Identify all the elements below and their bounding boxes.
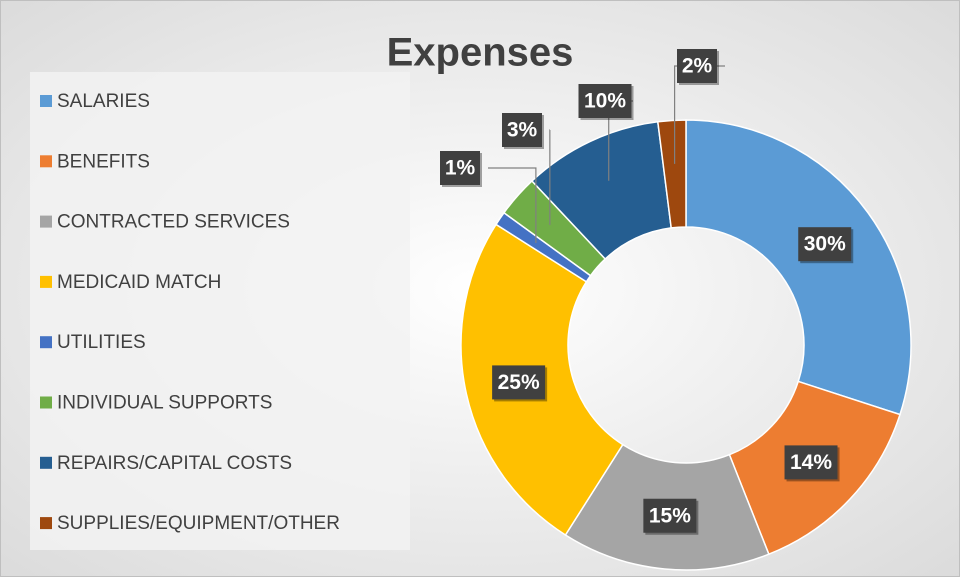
data-label: 14% (790, 451, 832, 474)
label-box (784, 445, 838, 480)
legend-swatch (40, 155, 52, 168)
legend-label: SALARIES (57, 91, 150, 112)
legend-swatch (40, 517, 52, 530)
legend-swatch (40, 336, 52, 349)
label-box (643, 498, 697, 533)
data-label: 30% (804, 233, 846, 256)
label-box (798, 227, 852, 262)
legend-label: CONTRACTED SERVICES (57, 212, 290, 233)
chart-title: Expenses (387, 31, 574, 75)
data-label: 2% (682, 55, 713, 78)
legend-label: UTILITIES (57, 332, 146, 353)
donut-slice (656, 119, 687, 229)
legend-swatch (40, 456, 52, 469)
legend-box (30, 72, 410, 550)
data-label: 3% (507, 119, 538, 142)
legend-swatch (40, 215, 52, 228)
data-label: 15% (649, 504, 691, 527)
label-box (492, 365, 546, 400)
donut-slice (685, 119, 912, 416)
label-box (578, 84, 632, 118)
legend-label: REPAIRS/CAPITAL COSTS (57, 453, 292, 474)
data-label: 1% (445, 157, 476, 180)
legend-swatch (40, 275, 52, 288)
legend-label: SUPPLIES/EQUIPMENT/OTHER (57, 513, 340, 534)
data-label: 10% (584, 90, 626, 113)
leader-line (488, 167, 537, 243)
legend-swatch (40, 95, 52, 107)
legend-label: MEDICAID MATCH (57, 272, 221, 293)
label-box (677, 49, 717, 83)
label-box (440, 151, 480, 185)
legend-label: BENEFITS (57, 151, 150, 172)
legend-label: INDIVIDUAL SUPPORTS (57, 393, 272, 414)
data-label: 25% (498, 371, 540, 394)
label-box (502, 113, 542, 147)
legend-swatch (40, 396, 52, 409)
